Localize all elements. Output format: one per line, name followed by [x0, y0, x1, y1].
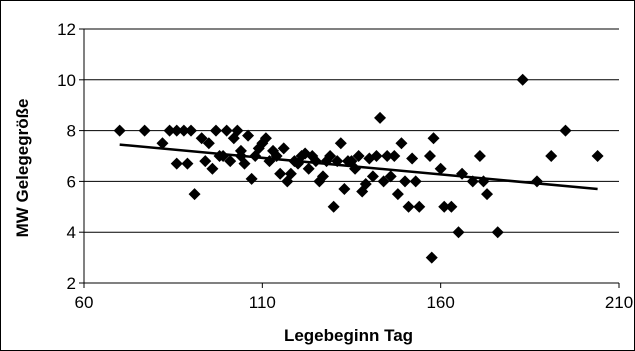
data-point	[331, 155, 344, 168]
data-point	[224, 155, 237, 168]
data-point	[156, 137, 169, 150]
data-point	[242, 129, 255, 142]
data-point	[413, 200, 426, 213]
data-point	[334, 137, 347, 150]
data-point	[206, 162, 219, 175]
label-layer: 2 4 6 8 10 12 60 110 160 210	[57, 20, 633, 312]
data-point	[406, 152, 419, 165]
data-point	[395, 137, 408, 150]
data-point	[177, 124, 190, 137]
data-point	[188, 188, 201, 201]
x-axis-title: Legebeginn Tag	[284, 326, 413, 345]
data-point	[220, 124, 233, 137]
data-point	[309, 155, 322, 168]
y-tick-label-6: 6	[67, 172, 76, 191]
y-tick-label-10: 10	[57, 71, 76, 90]
y-tick-label-12: 12	[57, 20, 76, 39]
data-point	[452, 226, 465, 239]
data-point	[138, 124, 151, 137]
data-point	[195, 132, 208, 145]
data-point	[185, 124, 197, 137]
data-point	[466, 175, 479, 188]
data-point	[491, 226, 504, 239]
data-point	[259, 132, 272, 145]
x-tick-label-210: 210	[605, 293, 633, 312]
data-point	[473, 150, 486, 162]
data-point	[170, 124, 183, 137]
data-point	[327, 200, 340, 213]
data-point	[249, 150, 262, 162]
x-tick-label-110: 110	[249, 293, 276, 312]
x-tick-label-60: 60	[75, 293, 94, 312]
data-point	[245, 172, 258, 185]
data-point	[481, 188, 494, 201]
data-point	[163, 124, 176, 137]
point-layer	[113, 73, 604, 264]
data-point	[374, 111, 387, 124]
data-point	[274, 167, 287, 180]
data-point	[359, 177, 372, 190]
data-point	[438, 200, 451, 213]
data-point	[170, 157, 183, 170]
data-point	[284, 167, 297, 180]
data-point	[209, 124, 222, 137]
data-point	[545, 150, 558, 162]
data-point	[445, 200, 458, 213]
data-point	[384, 170, 397, 183]
data-point	[366, 170, 379, 183]
data-point	[181, 157, 194, 170]
data-point	[425, 251, 438, 264]
data-point	[409, 175, 422, 188]
data-point	[516, 73, 529, 86]
data-point	[530, 175, 543, 188]
data-point	[231, 124, 244, 137]
data-point	[202, 137, 215, 150]
data-point	[238, 157, 251, 170]
data-point	[324, 150, 337, 162]
y-axis-title: MW Gelegegröße	[13, 99, 32, 238]
axis-layer	[79, 28, 620, 288]
data-point	[277, 142, 290, 155]
data-point	[263, 155, 276, 168]
y-tick-label-2: 2	[67, 274, 76, 293]
data-point	[270, 150, 283, 162]
data-point	[388, 150, 401, 162]
data-point	[399, 175, 411, 188]
data-point	[391, 188, 404, 201]
data-point	[434, 162, 447, 175]
data-point	[402, 200, 415, 213]
data-point	[316, 170, 329, 183]
data-point	[423, 150, 436, 162]
data-point	[591, 150, 604, 162]
data-point	[338, 183, 351, 196]
data-point	[559, 124, 572, 137]
data-point	[377, 175, 390, 188]
x-tick-label-160: 160	[426, 293, 454, 312]
data-point	[113, 124, 126, 137]
data-point	[217, 150, 230, 162]
data-point	[427, 132, 440, 145]
data-point	[349, 162, 362, 175]
data-point	[199, 155, 212, 168]
y-tick-label-8: 8	[67, 122, 76, 141]
data-point	[370, 150, 383, 162]
data-point	[381, 150, 394, 162]
data-point	[302, 162, 315, 175]
data-point	[477, 175, 490, 188]
data-point	[456, 167, 469, 180]
data-point	[352, 150, 365, 162]
y-tick-label-4: 4	[67, 223, 76, 242]
